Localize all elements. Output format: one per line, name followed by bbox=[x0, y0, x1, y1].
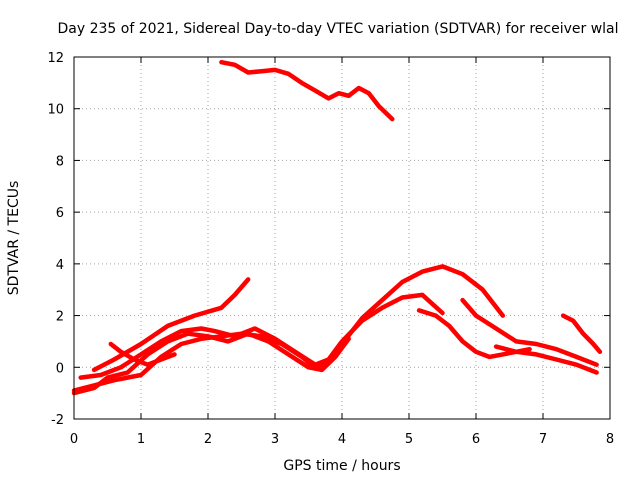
series-arc-6 bbox=[108, 341, 177, 367]
x-tick-label: 8 bbox=[606, 432, 614, 447]
series-arc-5 bbox=[71, 331, 351, 396]
grid-layer bbox=[74, 57, 610, 419]
y-tick-label: 0 bbox=[56, 361, 64, 376]
x-tick-label: 0 bbox=[70, 432, 78, 447]
y-tick-label: -2 bbox=[51, 413, 64, 428]
y-tick-label: 6 bbox=[56, 206, 64, 221]
y-tick-label: 4 bbox=[56, 258, 64, 273]
series-arc-8 bbox=[460, 297, 599, 367]
chart-title: Day 235 of 2021, Sidereal Day-to-day VTE… bbox=[57, 21, 618, 37]
series-arc-10 bbox=[560, 313, 603, 355]
x-tick-label: 2 bbox=[204, 432, 212, 447]
x-tick-label: 3 bbox=[271, 432, 279, 447]
series-arc-1 bbox=[219, 59, 395, 122]
y-tick-label: 8 bbox=[56, 154, 64, 169]
y-tick-label: 12 bbox=[47, 51, 64, 66]
x-tick-label: 1 bbox=[137, 432, 145, 447]
x-tick-label: 6 bbox=[472, 432, 480, 447]
series-arc-2 bbox=[91, 277, 251, 373]
series-arc-4 bbox=[78, 292, 445, 380]
series-layer bbox=[71, 59, 603, 396]
series-arc-3 bbox=[71, 264, 506, 393]
x-axis-label: GPS time / hours bbox=[283, 458, 400, 474]
series-arc-9 bbox=[493, 344, 599, 375]
x-tick-label: 5 bbox=[405, 432, 413, 447]
x-tick-label: 7 bbox=[539, 432, 547, 447]
x-tick-label: 4 bbox=[338, 432, 346, 447]
y-tick-label: 10 bbox=[47, 103, 64, 118]
y-axis-label: SDTVAR / TECUs bbox=[6, 181, 22, 296]
y-tick-label: 2 bbox=[56, 310, 64, 325]
